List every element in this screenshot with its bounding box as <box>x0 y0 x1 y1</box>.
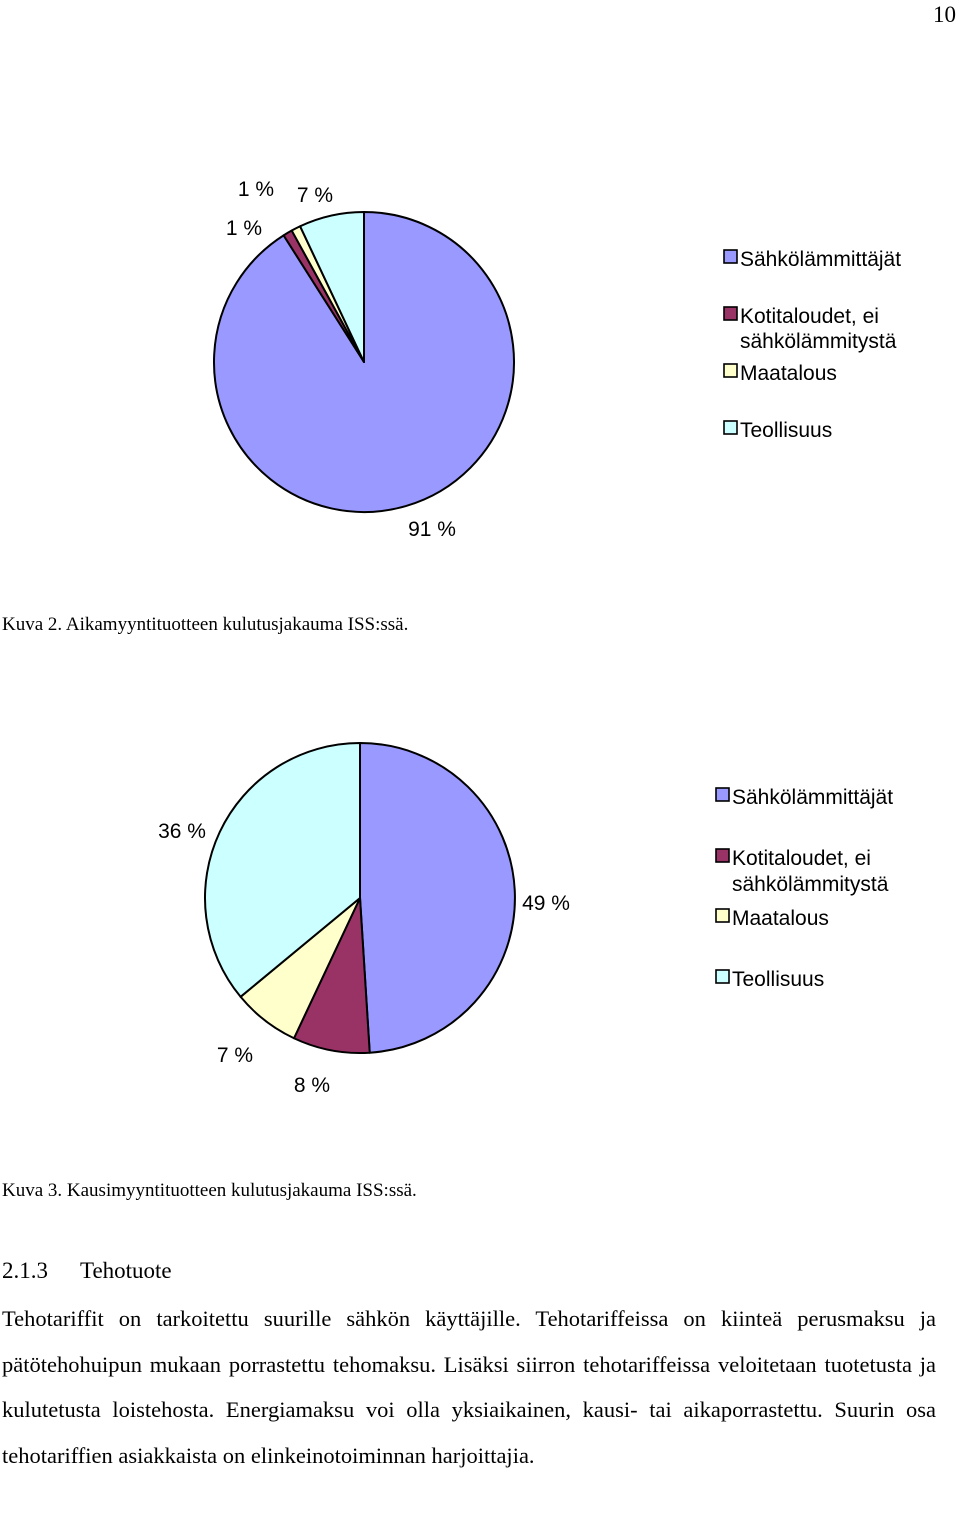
legend-swatch-4 <box>723 420 738 435</box>
pie-slices <box>204 742 516 1054</box>
pie-chart-kausimyynti: 49 % 8 % 7 % 36 % Sähkölämmittäjät Kotitalou… <box>158 742 893 1097</box>
data-label-1: 49 % <box>522 892 570 915</box>
legend-swatch-3 <box>723 363 738 378</box>
data-label-2: 8 % <box>294 1074 330 1097</box>
legend-swatch-1 <box>715 787 730 802</box>
pie-slice-1 <box>359 742 516 1054</box>
data-label-1: 91 % <box>408 518 456 541</box>
pie-chart-aikamyynti: 91 % 1 % 1 % 7 % Sähkölämmittäjät Kotitaloud… <box>213 178 901 541</box>
pie-slice-4 <box>299 211 365 363</box>
legend-entry-2: Kotitaloudet, ei sähkölämmitystä <box>740 305 897 353</box>
pie-data-labels: 49 % 8 % 7 % 36 % <box>158 820 570 1097</box>
data-label-2: 1 % <box>238 178 274 201</box>
legend-swatch-2 <box>723 306 738 321</box>
figure-caption-2: Kuva 2. Aikamyyntituotteen kulutusjakaum… <box>2 614 409 635</box>
legend: Sähkölämmittäjät Kotitaloudet, ei sähköläm… <box>715 786 893 991</box>
legend: Sähkölämmittäjät Kotitaloudet, ei sähköläm… <box>723 248 901 442</box>
legend-swatch-4 <box>715 969 730 984</box>
data-label-4: 7 % <box>297 184 333 207</box>
data-label-3: 7 % <box>217 1044 253 1067</box>
legend-entry-2: Kotitaloudet, ei sähkölämmitystä <box>732 847 889 896</box>
legend-entry-3: Maatalous <box>740 362 837 385</box>
legend-entry-1: Sähkölämmittäjät <box>732 786 893 809</box>
pie-slice-4 <box>204 742 361 998</box>
legend-entry-4: Teollisuus <box>732 968 824 991</box>
figure-caption-3: Kuva 3. Kausimyyntituotteen kulutusjakau… <box>2 1180 417 1201</box>
page-number: 10 <box>933 2 956 27</box>
data-label-4: 36 % <box>158 820 206 843</box>
legend-entry-1: Sähkölämmittäjät <box>740 248 901 271</box>
pie-data-labels: 91 % 1 % 1 % 7 % <box>226 178 456 541</box>
legend-swatch-3 <box>715 908 730 923</box>
legend-swatch-1 <box>723 249 738 264</box>
legend-swatch-2 <box>715 848 730 863</box>
data-label-3: 1 % <box>226 217 262 240</box>
section-number: 2.1.3 <box>2 1258 48 1283</box>
section-heading: 2.1.3 Tehotuote <box>2 1258 172 1284</box>
legend-entry-3: Maatalous <box>732 907 829 930</box>
legend-entry-4: Teollisuus <box>740 419 832 442</box>
body-paragraph: Tehotariffit on tarkoitettu suurille säh… <box>2 1306 936 1468</box>
pie-slices <box>213 211 515 513</box>
section-title: Tehotuote <box>80 1258 172 1283</box>
